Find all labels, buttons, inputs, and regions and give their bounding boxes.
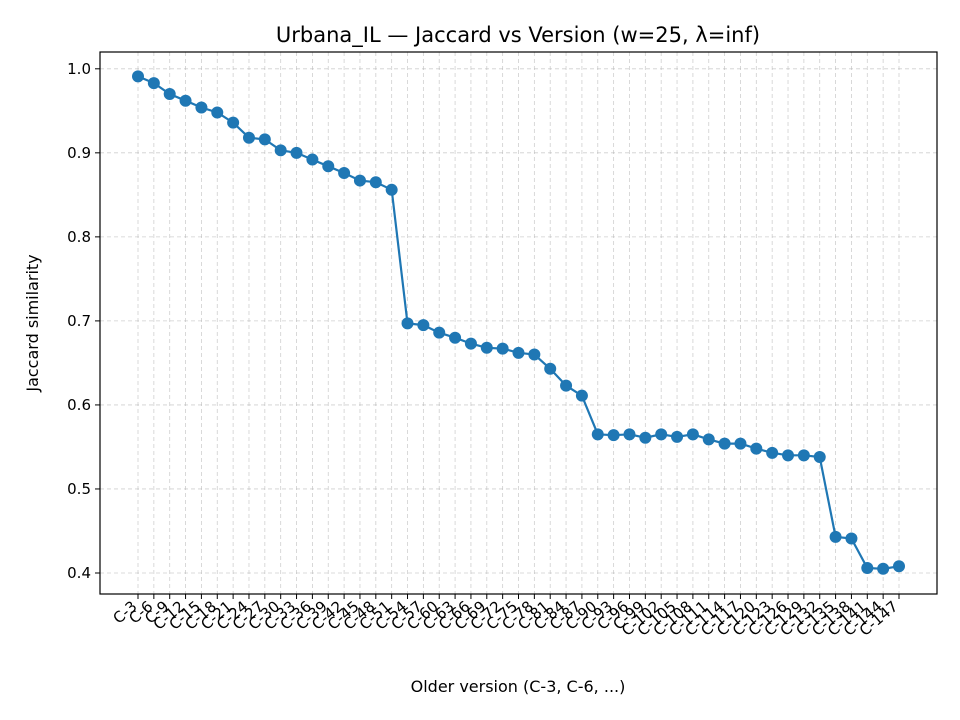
data-point — [686, 428, 699, 441]
data-point — [353, 174, 366, 187]
data-point — [290, 146, 303, 159]
series-group — [132, 70, 905, 575]
data-point — [655, 428, 668, 441]
data-point — [179, 94, 192, 107]
data-point — [496, 342, 509, 355]
data-point — [528, 348, 541, 361]
data-point — [718, 437, 731, 450]
data-point — [861, 561, 874, 574]
data-point — [560, 379, 573, 392]
y-tick-label: 0.4 — [67, 564, 91, 582]
y-tick-label: 0.6 — [67, 396, 91, 414]
y-axis: 0.4 0.5 0.6 0.7 0.8 0.9 1.0 — [67, 60, 100, 582]
data-point — [132, 70, 144, 83]
data-point — [195, 101, 208, 114]
data-point — [338, 167, 351, 180]
data-point — [512, 346, 525, 359]
data-point — [369, 176, 382, 189]
data-point — [893, 560, 905, 573]
data-point — [433, 326, 446, 339]
data-point — [829, 530, 842, 543]
data-point — [845, 532, 858, 545]
data-point — [639, 431, 652, 444]
grid-lines — [100, 52, 937, 594]
data-point — [417, 319, 430, 332]
data-point — [227, 116, 240, 129]
data-point — [544, 362, 557, 375]
data-point — [385, 183, 398, 196]
chart-title: Urbana_IL — Jaccard vs Version (w=25, λ=… — [276, 23, 760, 48]
data-point — [242, 131, 255, 144]
data-point — [401, 317, 414, 330]
x-axis: C-3C-6C-9C-12C-15C-18C-21C-24C-27C-30C-3… — [110, 594, 902, 640]
data-point — [480, 341, 493, 354]
y-tick-label: 0.5 — [67, 480, 91, 498]
data-point — [575, 389, 588, 402]
x-axis-label: Older version (C-3, C-6, ...) — [411, 677, 626, 696]
data-point — [591, 428, 604, 441]
data-point — [274, 144, 287, 157]
y-tick-label: 0.7 — [67, 312, 91, 330]
data-point — [813, 451, 826, 464]
data-point — [306, 153, 319, 166]
data-point — [464, 337, 477, 350]
data-point — [449, 331, 462, 344]
data-point — [702, 433, 715, 446]
data-point — [734, 437, 747, 450]
plot-frame — [99, 51, 938, 595]
data-point — [782, 449, 795, 462]
data-point — [322, 160, 335, 173]
y-tick-label: 0.8 — [67, 228, 91, 246]
y-tick-label: 1.0 — [67, 60, 91, 78]
data-point — [607, 429, 620, 442]
data-point — [671, 430, 684, 443]
data-point — [877, 562, 890, 575]
y-tick-label: 0.9 — [67, 144, 91, 162]
data-point — [766, 446, 779, 459]
data-point — [750, 442, 763, 455]
data-point — [163, 88, 176, 101]
data-point — [258, 133, 271, 146]
y-axis-label: Jaccard similarity — [23, 254, 42, 392]
data-point — [211, 106, 224, 119]
data-point — [623, 428, 636, 441]
data-point — [147, 77, 160, 90]
data-point — [797, 449, 810, 462]
